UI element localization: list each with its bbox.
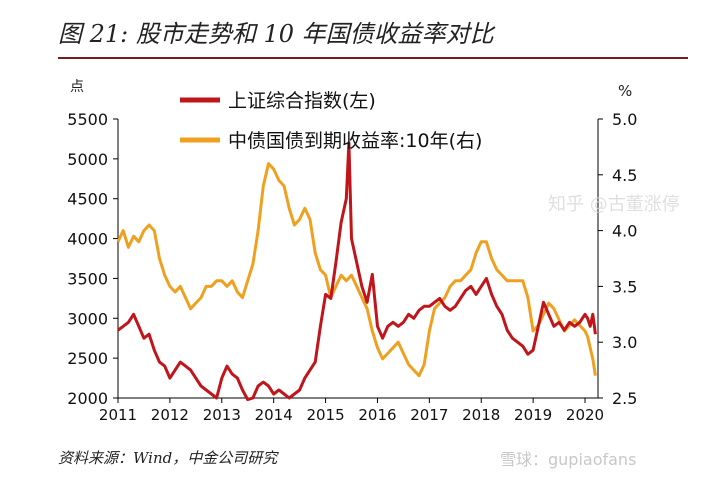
left-tick-label: 2500 [67, 349, 108, 368]
ticks: 点 % 5500 5000 4500 4000 3500 3000 2500 2000 5.0 4.5… [67, 79, 637, 424]
x-tick-label: 2020 [566, 406, 604, 424]
series-lines [116, 141, 597, 402]
left-tick-label: 3000 [67, 309, 108, 328]
right-tick-label: 4.5 [612, 166, 637, 185]
figure-title: 图 21: 股市走势和 10 年国债收益率对比 [58, 20, 494, 48]
left-tick-label: 5000 [67, 150, 108, 169]
right-tick-label: 5.0 [612, 110, 637, 129]
x-tick-label: 2011 [99, 406, 137, 424]
right-tick-label: 3.5 [612, 277, 637, 296]
x-tick-label: 2012 [151, 406, 189, 424]
legend-label: 中债国债到期收益率:10年(右) [228, 130, 482, 152]
watermark: 知乎 @古董涨停 [548, 194, 680, 215]
right-tick-label: 2.5 [612, 389, 637, 408]
left-axis-unit: 点 [70, 79, 84, 95]
sse-index-line [117, 141, 597, 402]
right-tick-label: 3.0 [612, 333, 637, 352]
right-tick-label: 4.0 [612, 222, 637, 241]
x-tick-label: 2017 [410, 406, 448, 424]
x-tick-label: 2015 [306, 406, 344, 424]
axes [117, 119, 599, 399]
x-tick-label: 2016 [358, 406, 396, 424]
left-tick-label: 2000 [67, 389, 108, 408]
source-note: 资料来源：Wind，中金公司研究 [58, 449, 278, 467]
legend-label: 上证综合指数(左) [228, 90, 376, 112]
x-tick-label: 2019 [514, 406, 552, 424]
chart: 点 % 5500 5000 4500 4000 3500 3000 2500 2000 5.0 4.5… [67, 79, 637, 424]
bond-yield-line [116, 162, 597, 378]
left-tick-label: 4500 [67, 190, 108, 209]
title-rule [58, 57, 688, 59]
left-tick-label: 3500 [67, 269, 108, 288]
legend: 上证综合指数(左) 中债国债到期收益率:10年(右) [180, 90, 482, 152]
left-tick-label: 4000 [67, 230, 108, 249]
left-tick-label: 5500 [67, 110, 108, 129]
watermark-bottom: 雪球：gupiaofans [500, 450, 637, 469]
x-tick-label: 2014 [255, 406, 293, 424]
x-tick-label: 2018 [462, 406, 500, 424]
right-axis-unit: % [618, 82, 632, 100]
x-tick-label: 2013 [203, 406, 241, 424]
